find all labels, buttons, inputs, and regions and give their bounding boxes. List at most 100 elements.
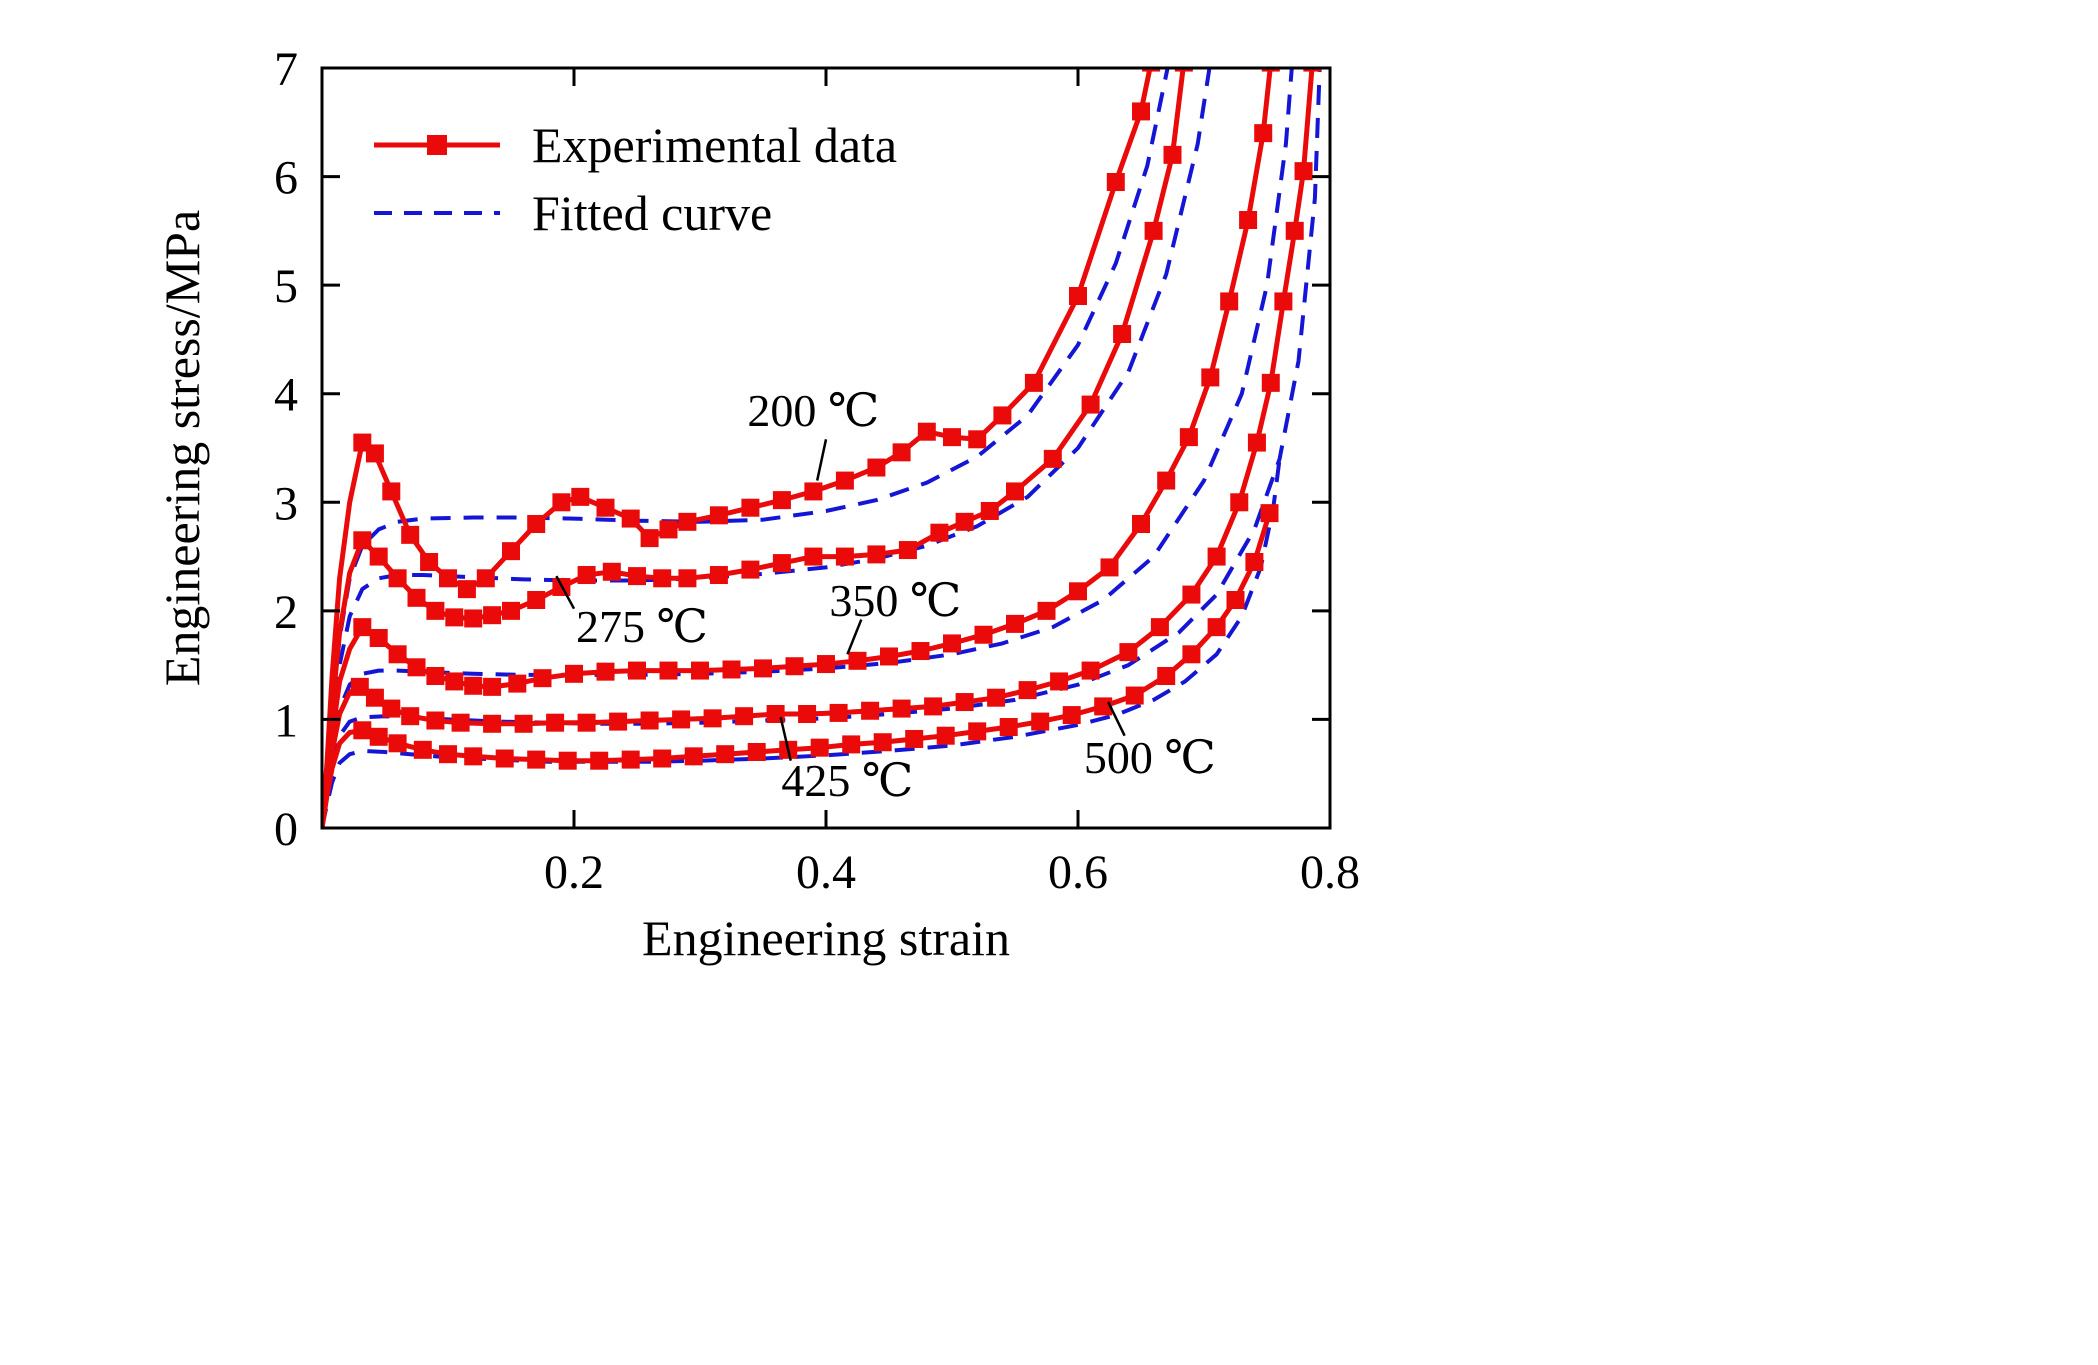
square-marker-icon xyxy=(401,707,420,726)
square-marker-icon xyxy=(1245,553,1264,571)
square-marker-icon xyxy=(691,661,709,680)
square-marker-icon xyxy=(571,487,590,506)
square-marker-icon xyxy=(369,629,388,647)
square-marker-icon xyxy=(810,738,829,757)
square-marker-icon xyxy=(1006,482,1024,501)
square-marker-icon xyxy=(451,713,470,732)
square-marker-icon xyxy=(1207,547,1226,566)
square-marker-icon xyxy=(785,657,804,676)
square-marker-icon xyxy=(943,428,961,447)
square-marker-icon xyxy=(1081,395,1100,414)
square-marker-icon xyxy=(1100,558,1119,577)
square-marker-icon xyxy=(709,506,728,525)
square-marker-icon xyxy=(684,747,703,766)
square-marker-icon xyxy=(987,688,1006,707)
square-marker-icon xyxy=(1006,614,1024,633)
square-marker-icon xyxy=(439,745,457,764)
square-marker-icon xyxy=(640,711,659,730)
markers-350c xyxy=(353,68,1280,696)
square-marker-icon xyxy=(867,545,886,564)
square-marker-icon xyxy=(1037,601,1056,620)
square-marker-icon xyxy=(873,733,892,752)
square-marker-icon xyxy=(716,745,735,764)
square-marker-icon xyxy=(955,693,974,712)
square-marker-icon xyxy=(917,422,936,441)
square-marker-icon xyxy=(1207,618,1226,637)
square-marker-icon xyxy=(577,566,596,585)
square-marker-icon xyxy=(388,734,407,753)
square-marker-icon xyxy=(502,601,520,620)
square-marker-icon xyxy=(930,523,949,542)
square-marker-icon xyxy=(703,709,722,728)
square-marker-icon xyxy=(1069,287,1087,305)
markers-500c xyxy=(353,504,1279,770)
square-marker-icon xyxy=(1226,591,1245,609)
square-marker-icon xyxy=(1261,68,1280,72)
square-marker-icon xyxy=(527,750,546,769)
x-tick-label: 0.6 xyxy=(1048,846,1108,899)
square-marker-icon xyxy=(527,515,546,533)
x-tick-label: 0.4 xyxy=(796,846,856,899)
square-marker-icon xyxy=(1179,428,1198,447)
square-marker-icon xyxy=(848,651,867,670)
square-marker-icon xyxy=(1043,449,1062,468)
legend-label-experimental: Experimental data xyxy=(532,117,898,173)
square-marker-icon xyxy=(1157,667,1176,685)
square-marker-icon xyxy=(558,751,577,770)
annotation-200c: 200 ℃ xyxy=(747,385,880,436)
square-marker-icon xyxy=(1094,697,1113,716)
square-marker-icon xyxy=(445,672,464,691)
square-marker-icon xyxy=(476,569,495,588)
square-marker-icon xyxy=(1230,493,1249,512)
legend-entry-fitted: Fitted curve xyxy=(372,184,897,242)
square-marker-icon xyxy=(880,647,898,666)
square-marker-icon xyxy=(628,661,646,680)
square-marker-icon xyxy=(817,655,835,674)
y-axis-title: Engineering stress/MPa xyxy=(154,209,210,687)
square-marker-icon xyxy=(369,547,388,566)
square-marker-icon xyxy=(892,443,911,462)
square-marker-icon xyxy=(980,501,999,520)
square-marker-icon xyxy=(898,541,917,560)
square-marker-icon xyxy=(1106,173,1125,191)
square-marker-icon xyxy=(1285,221,1304,240)
square-marker-icon xyxy=(747,743,766,761)
square-marker-icon xyxy=(621,750,640,769)
square-marker-icon xyxy=(1157,471,1176,490)
square-marker-icon xyxy=(439,569,457,588)
square-marker-icon xyxy=(1024,373,1043,392)
markers-425c xyxy=(350,68,1322,733)
square-marker-icon xyxy=(1018,681,1037,700)
square-marker-icon xyxy=(353,721,372,740)
square-marker-icon xyxy=(1069,582,1087,601)
square-marker-icon xyxy=(968,722,987,741)
square-marker-icon xyxy=(936,726,955,745)
square-marker-icon xyxy=(1119,643,1138,662)
square-marker-icon xyxy=(514,714,533,733)
markers-275c xyxy=(353,68,1193,628)
square-marker-icon xyxy=(1132,102,1150,121)
square-marker-icon xyxy=(829,703,848,722)
square-marker-icon xyxy=(924,697,943,716)
square-marker-icon xyxy=(754,659,772,678)
annotation-leader-line xyxy=(846,619,863,655)
square-marker-icon xyxy=(722,660,741,679)
square-marker-icon xyxy=(653,749,672,768)
square-marker-icon xyxy=(1125,686,1144,705)
square-marker-icon xyxy=(861,701,880,720)
square-marker-icon xyxy=(609,712,628,731)
annotation-leader-line xyxy=(779,716,792,761)
legend-label-fitted: Fitted curve xyxy=(532,185,773,241)
square-marker-icon xyxy=(974,625,993,644)
square-marker-icon xyxy=(621,509,640,528)
square-marker-icon xyxy=(590,751,609,770)
square-marker-icon xyxy=(1062,706,1081,725)
square-marker-icon xyxy=(483,606,502,625)
square-marker-icon xyxy=(1201,368,1220,387)
square-marker-icon xyxy=(407,588,426,607)
square-marker-icon xyxy=(1132,515,1150,533)
square-marker-icon xyxy=(445,608,464,627)
y-tick-label: 4 xyxy=(274,369,298,422)
square-marker-icon xyxy=(426,711,445,730)
square-marker-icon xyxy=(1220,292,1239,311)
